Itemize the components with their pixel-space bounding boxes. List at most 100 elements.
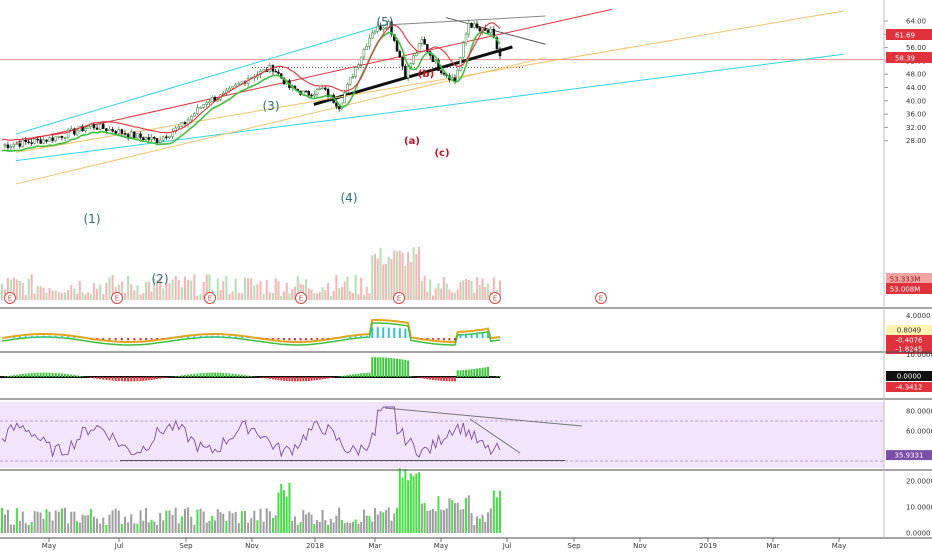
indicator-1-bar: [388, 328, 390, 338]
indicator-2-bar: [393, 358, 395, 377]
indicator-1-bar: [443, 338, 445, 340]
price-volume-bar: [360, 278, 362, 300]
price-volume-bar: [346, 277, 348, 300]
wave-label: (5): [377, 15, 394, 29]
x-tick-label: Mar: [368, 542, 381, 550]
candle-body: [31, 143, 33, 144]
volume-bar: [382, 512, 384, 533]
candle-body: [421, 39, 423, 43]
indicator-2-bar: [446, 377, 448, 381]
indicator-2-bar: [90, 377, 92, 378]
indicator-2-bar: [225, 373, 227, 377]
candle-body: [352, 77, 354, 78]
candle-body: [363, 49, 365, 57]
indicator-2-bar: [260, 377, 262, 378]
indicator-2-bar: [484, 367, 486, 377]
x-tick-label: May: [42, 542, 56, 550]
price-volume-bar: [371, 255, 373, 300]
candle-body: [127, 134, 129, 137]
price-volume-bar: [484, 287, 486, 300]
indicator-2-bar: [241, 375, 243, 377]
indicator-2-bar: [266, 377, 268, 379]
price-volume-bar: [368, 293, 370, 300]
volume-bar: [368, 516, 370, 533]
price-volume-bar: [193, 274, 195, 300]
indicator-2-bar: [308, 377, 310, 381]
price-volume-bar: [175, 276, 177, 300]
indicator-2-bar: [25, 374, 27, 377]
candle-body: [344, 93, 346, 103]
price-volume-bar: [61, 293, 63, 300]
candle-body: [366, 46, 368, 49]
volume-bar: [479, 518, 481, 533]
price-volume-bar: [37, 286, 39, 300]
price-volume-bar: [476, 277, 478, 300]
volume-bar: [43, 519, 45, 533]
volume-tick-label: 10.0000: [906, 504, 932, 512]
price-volume-bar: [391, 259, 393, 300]
candle-body: [410, 63, 412, 66]
price-volume-bar: [410, 262, 412, 300]
wave-label: (c): [434, 148, 449, 159]
volume-bar: [25, 523, 27, 533]
indicator-2-bar: [28, 373, 30, 377]
volume-bar: [308, 512, 310, 533]
volume-bar: [247, 523, 249, 533]
indicator-2-bar: [275, 377, 277, 380]
price-volume-bar: [288, 293, 290, 300]
price-volume-bar: [260, 281, 262, 300]
price-volume-bar: [148, 282, 150, 300]
price-volume-bar: [313, 293, 315, 300]
indicator-2-bar: [366, 373, 368, 377]
volume-bar: [253, 511, 255, 533]
indicator-2-bar: [374, 357, 376, 377]
indicator-2-bar: [203, 373, 205, 377]
indicator-1-bar: [145, 338, 147, 340]
indicator-1-bar: [193, 336, 195, 338]
volume-bar: [300, 522, 302, 533]
indicator-2-bar: [496, 376, 498, 377]
volume-bar: [151, 520, 153, 533]
indicator-1-bar: [476, 333, 478, 338]
candle-body: [360, 57, 362, 65]
indicator-2-bar: [429, 377, 431, 380]
indicator-2-bar: [244, 375, 246, 377]
x-tick-label: 2018: [306, 542, 324, 550]
volume-bar: [302, 510, 304, 533]
price-volume-bar: [415, 254, 417, 300]
volume-bar: [133, 523, 135, 533]
price-volume-bar: [487, 284, 489, 300]
indicator-1-bar: [108, 338, 110, 340]
indicator-1-bar: [349, 337, 351, 338]
price-volume-bar: [238, 293, 240, 300]
x-tick-label: Jul: [502, 542, 512, 550]
indicator-2-bar: [404, 360, 406, 377]
price-volume-bar: [363, 294, 365, 300]
indicator-2-bar: [357, 374, 359, 377]
volume-bar: [468, 495, 470, 533]
indicator-2-bar: [487, 367, 489, 377]
indicator-1-bar: [465, 334, 467, 338]
volume-bar: [140, 510, 142, 533]
indicator-1-bar: [266, 338, 268, 339]
volume-bar: [374, 508, 376, 533]
indicator-2-bar: [7, 376, 9, 377]
price-volume-bar: [31, 274, 33, 300]
volume-bar: [28, 525, 30, 533]
price-volume-bar: [64, 292, 66, 300]
price-volume-bar: [473, 293, 475, 300]
price-volume-bar: [424, 276, 426, 300]
indicator-1-tag-label: -0.4076: [895, 337, 923, 345]
indicator-2-bar: [316, 377, 318, 380]
volume-bar: [377, 514, 379, 533]
candle-body: [440, 71, 442, 73]
volume-bar: [203, 511, 205, 533]
candle-body: [25, 140, 27, 142]
candle-body: [407, 67, 409, 78]
indicator-1-bar: [217, 336, 219, 338]
candle-body: [99, 124, 101, 129]
earnings-marker-label: E: [299, 295, 303, 303]
volume-bar: [277, 493, 279, 533]
price-volume-bar: [355, 275, 357, 300]
price-volume-bar: [217, 279, 219, 300]
